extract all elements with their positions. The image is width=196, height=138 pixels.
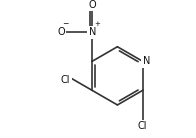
Text: Cl: Cl: [138, 121, 147, 131]
Text: N: N: [89, 27, 96, 37]
Text: O: O: [88, 0, 96, 10]
Text: N: N: [143, 56, 150, 66]
Text: −: −: [62, 19, 69, 28]
Text: O: O: [57, 27, 65, 37]
Text: +: +: [94, 21, 100, 27]
Text: Cl: Cl: [61, 75, 71, 85]
